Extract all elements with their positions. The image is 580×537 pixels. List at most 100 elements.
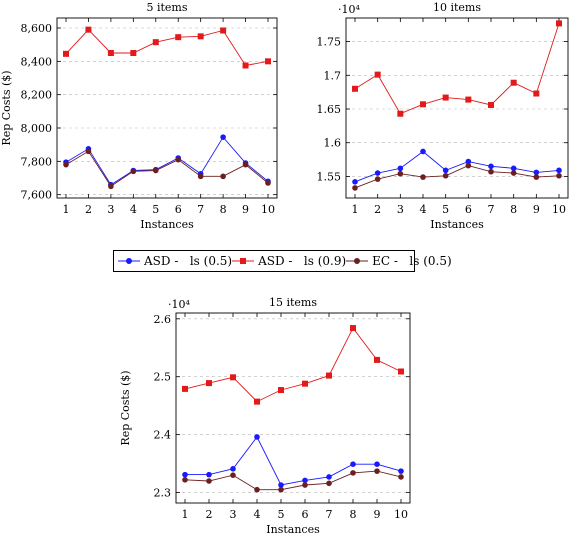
y-tick-label: 2.3: [154, 487, 172, 500]
series-line: [65, 150, 269, 187]
legend-item-asd-05: ASD - ls (0.5): [118, 254, 232, 268]
data-point: [488, 101, 494, 108]
y-tick-label: 1.6: [324, 137, 342, 150]
data-point: [206, 380, 212, 387]
data-point: [488, 163, 494, 170]
data-point: [63, 50, 69, 57]
data-point: [278, 387, 284, 394]
chart-2: 1.55 1.6 1.65 1.7 1.75 1 2 3 4 5 6 7 8 9 10 10 items ·10…: [317, 1, 569, 231]
data-point: [442, 167, 449, 174]
x-tick-label: 7: [326, 508, 333, 521]
data-point: [510, 79, 517, 86]
x-tick-label: 8: [220, 203, 227, 216]
series-line: [184, 327, 402, 403]
legend-label: ASD - ls (0.9): [258, 254, 347, 268]
series-line: [65, 29, 269, 66]
data-point: [182, 471, 188, 478]
data-point: [326, 480, 332, 487]
data-point: [220, 134, 226, 140]
data-point: [398, 368, 404, 375]
legend-item-ec-05: EC - ls (0.5): [346, 254, 452, 268]
data-point: [175, 156, 182, 163]
series-line: [354, 23, 560, 115]
y-axis-label: Rep Costs ($): [119, 370, 132, 445]
series-line: [185, 436, 402, 486]
data-point: [278, 486, 284, 493]
chart-3: 2.3 2.4 2.5 2.6 1 2 3 4 5 6 7 8 9 10 15 items ·10⁴ Insta…: [119, 296, 411, 536]
data-point: [442, 94, 449, 101]
data-point: [465, 162, 472, 169]
data-point: [326, 474, 332, 480]
plot-frame: [175, 312, 411, 504]
chart-title: 10 items: [433, 1, 481, 14]
y-tick-label: 8,600: [21, 22, 53, 35]
x-tick-label: 5: [278, 508, 285, 521]
y-tick-label: 8,200: [21, 89, 53, 102]
chart-title: 15 items: [269, 296, 317, 309]
x-tick-label: 1: [182, 508, 189, 521]
data-point: [533, 174, 540, 180]
data-point: [85, 26, 92, 33]
series-line: [65, 136, 269, 186]
x-tick-label: 8: [350, 508, 357, 521]
x-tick-label: 5: [442, 203, 449, 216]
x-tick-label: 2: [85, 203, 92, 216]
data-point: [350, 470, 356, 476]
data-point: [350, 461, 356, 467]
x-tick-label: 4: [420, 203, 427, 216]
data-point: [107, 50, 114, 56]
y-tick-label: 2.4: [154, 429, 172, 442]
data-point: [510, 165, 517, 172]
y-tick-label: 1.55: [317, 170, 342, 183]
chart-1: 7,600 7,800 8,000 8,200 8,400 8,600 1 2 3 4 5 6 7 8 9 1…: [0, 1, 278, 231]
series-line: [354, 150, 560, 183]
data-point: [302, 380, 308, 387]
data-point: [242, 161, 249, 168]
data-point: [130, 168, 137, 175]
data-point: [63, 161, 69, 168]
data-point: [85, 148, 92, 155]
data-point: [152, 167, 159, 174]
legend-marker-square-red: [232, 258, 255, 264]
data-point: [197, 173, 204, 180]
x-axis-label: Instances: [140, 218, 194, 231]
legend-label: ASD - ls (0.5): [144, 254, 233, 268]
x-tick-label: 6: [302, 508, 309, 521]
series-line: [184, 470, 402, 491]
data-point: [420, 148, 426, 155]
data-point: [230, 374, 236, 381]
data-point: [420, 101, 426, 108]
x-tick-label: 3: [397, 203, 404, 216]
x-tick-label: 3: [107, 203, 114, 216]
y-multiplier-label: ·10⁴: [338, 3, 360, 16]
data-point: [130, 50, 137, 56]
y-multiplier-label: ·10⁴: [168, 298, 190, 311]
data-point: [510, 170, 517, 176]
data-point: [265, 58, 271, 65]
x-tick-label: 2: [374, 203, 381, 216]
data-point: [374, 461, 380, 467]
data-point: [206, 478, 212, 484]
y-tick-label: 1.65: [317, 103, 342, 116]
legend-item-asd-09: ASD - ls (0.9): [232, 254, 346, 268]
data-point: [278, 482, 284, 488]
x-tick-label: 1: [352, 203, 359, 216]
data-point: [352, 85, 358, 92]
x-tick-label: 9: [374, 508, 381, 521]
data-point: [254, 398, 260, 405]
y-tick-label: 2.5: [154, 371, 172, 384]
x-tick-label: 7: [197, 203, 204, 216]
x-tick-label: 9: [533, 203, 540, 216]
y-tick-label: 7,800: [21, 155, 53, 168]
legend-marker-circle-brown: [346, 258, 369, 264]
legend-marker-circle-blue: [118, 258, 140, 264]
data-point: [442, 172, 449, 179]
chart-legend: ASD - ls (0.5) ASD - ls (0.9) EC - ls (0…: [113, 250, 452, 272]
data-point: [254, 434, 260, 440]
data-point: [302, 477, 308, 484]
data-point: [397, 170, 404, 177]
data-point: [556, 172, 562, 179]
data-point: [254, 486, 260, 493]
x-axis-label: Instances: [266, 523, 320, 536]
data-point: [533, 90, 540, 97]
